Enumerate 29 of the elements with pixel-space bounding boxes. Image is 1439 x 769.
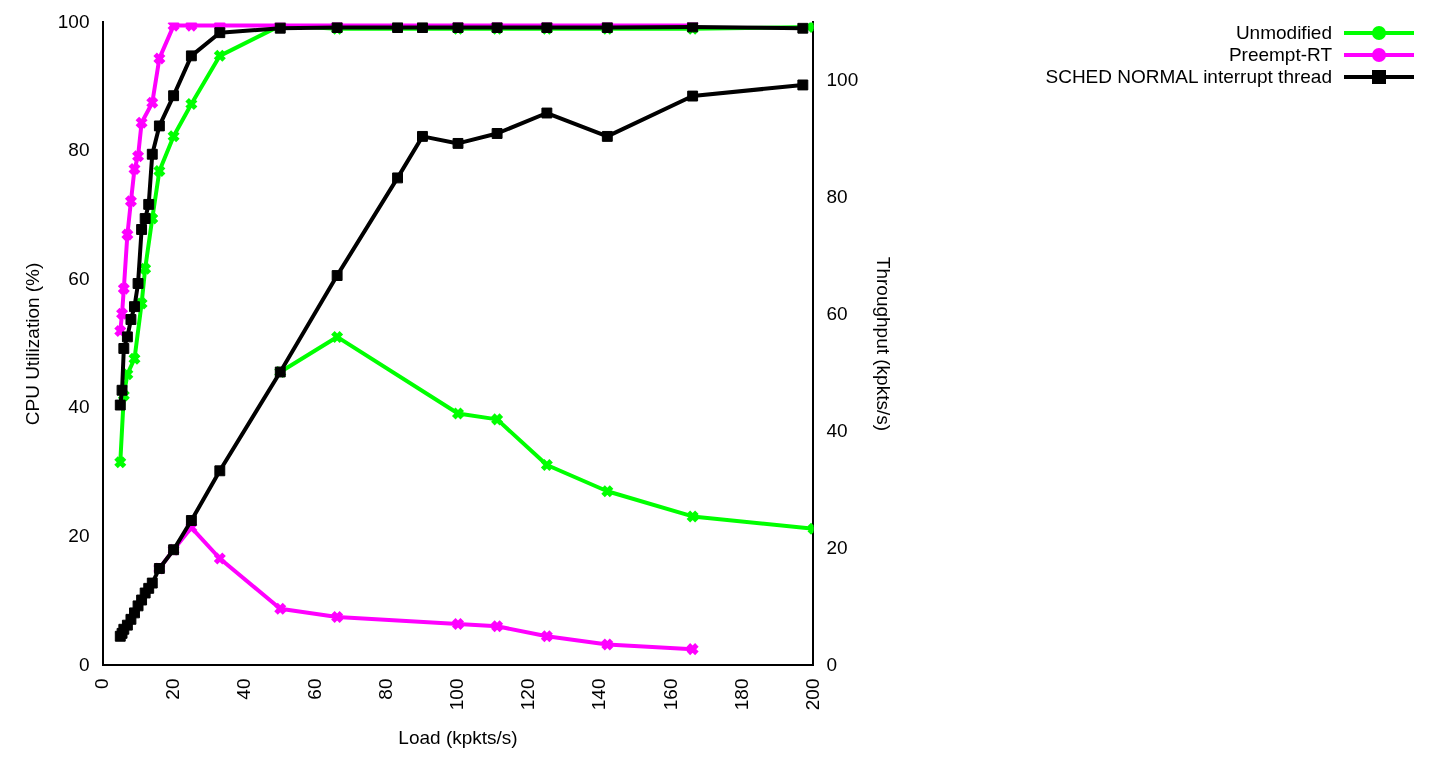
x-tick-label: 120 [517,678,539,711]
y-tick-label: 20 [68,525,90,547]
x-tick-label: 20 [161,678,183,700]
x-axis-title: Load (kpkts/s) [398,726,518,748]
y2-tick-label: 60 [826,302,848,324]
y2-tick-label: 80 [826,186,848,208]
legend-label: SCHED NORMAL interrupt thread [1045,66,1332,88]
legend-label: Unmodified [1235,22,1332,44]
x-tick-label: 60 [304,678,326,700]
x-tick-label: 200 [801,678,823,711]
y2-tick-label: 0 [826,653,838,675]
y-tick-label: 40 [68,396,90,418]
x-tick-label: 180 [730,678,752,711]
y2-tick-label: 40 [826,419,848,441]
legend-label: Preempt-RT [1228,44,1332,66]
y2-tick-label: 100 [826,69,859,91]
x-tick-label: 100 [446,678,468,711]
y-axis-title: CPU Utilization (%) [21,262,43,426]
y-tick-label: 80 [68,139,90,161]
y2-tick-label: 20 [826,536,848,558]
x-tick-label: 140 [588,678,610,711]
x-tick-label: 40 [232,678,254,700]
x-tick-label: 0 [90,678,112,690]
y2-axis-title: Throughput (kpkts/s) [873,256,895,432]
y-tick-label: 60 [68,267,90,289]
y-tick-label: 0 [78,653,90,675]
x-tick-label: 160 [659,678,681,711]
x-tick-label: 80 [375,678,397,700]
y-tick-label: 100 [57,10,90,32]
